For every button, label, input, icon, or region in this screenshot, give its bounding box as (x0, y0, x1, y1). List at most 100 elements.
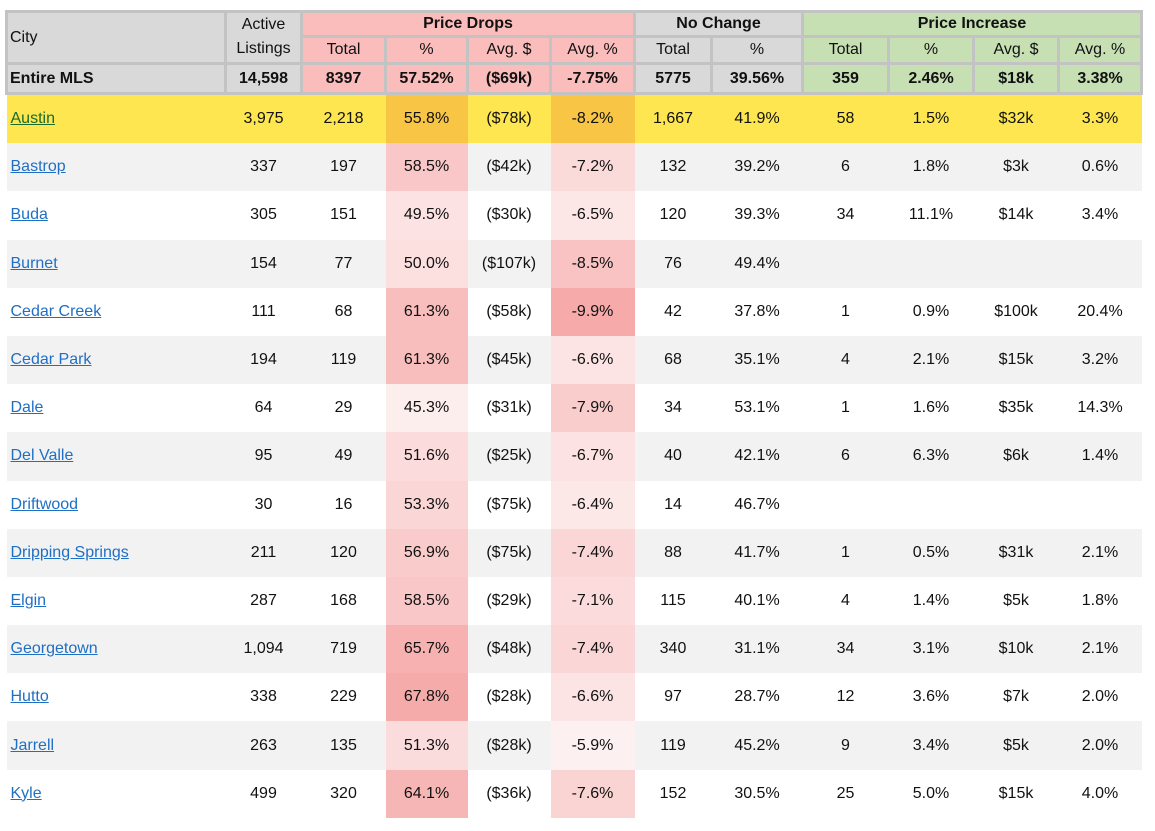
nc-total-cell: 34 (664, 399, 682, 417)
pd-total-cell: 29 (334, 399, 353, 417)
nc-pct-cell: 35.1% (734, 351, 780, 369)
city-link[interactable]: Jarrell (10, 736, 55, 754)
pd-total-cell: 2,218 (301, 92, 386, 144)
pi-pct-cell: 1.5% (888, 92, 974, 144)
city-link[interactable]: Driftwood (10, 495, 79, 513)
city-cell: Dale (7, 384, 226, 432)
pd-total-cell: 77 (334, 254, 353, 272)
pi-avg-pct-cell: 0.6% (1081, 158, 1119, 176)
pi-avg-pct-cell: 3.3% (1058, 92, 1142, 144)
city-link[interactable]: Cedar Park (10, 351, 92, 369)
pi-avg-dollar-cell (974, 481, 1059, 529)
active-listings-cell: 305 (250, 206, 277, 224)
nc-total-cell: 88 (664, 543, 682, 561)
pi-avg-pct-cell: 20.4% (1077, 302, 1123, 320)
city-link[interactable]: Buda (10, 206, 48, 224)
nc-total-cell: 120 (659, 206, 687, 224)
pi-avg-dollar-cell: $35k (998, 399, 1034, 417)
pd-pct-cell: 50.0% (385, 239, 468, 288)
active-header: Active (224, 10, 303, 37)
pd-avg-pct-cell: -6.7% (550, 432, 635, 481)
city-cell: Austin (6, 92, 226, 144)
nc-pct-cell: 39.3% (734, 206, 780, 224)
nc-total-cell: 42 (664, 302, 682, 320)
table-row: Jarrell 263 135 51.3% ($28k) -5.9% 119 45.2% 9 3.… (6, 721, 1142, 770)
pd-avg-dollar-header: Avg. $ (466, 35, 552, 65)
table-row: Dale 64 29 45.3% ($31k) -7.9% 34 53.1% 1 1.6% $35k… (7, 384, 1142, 433)
mls-pd-avg-pct: -7.75% (549, 62, 636, 95)
pi-avg-dollar-cell: $5k (1003, 591, 1029, 609)
pi-avg-dollar-cell: $15k (998, 784, 1034, 802)
pd-pct-cell: 53.3% (385, 480, 468, 529)
pd-total-cell: 151 (330, 206, 357, 224)
mls-city: Entire MLS (5, 62, 227, 95)
pi-pct-cell (889, 240, 974, 288)
city-link[interactable]: Austin (10, 110, 55, 128)
city-link[interactable]: Cedar Creek (10, 302, 102, 320)
pd-total-cell: 197 (330, 158, 357, 176)
price-change-table: City Active Price Drops No Change Price … (5, 10, 1143, 818)
pi-avg-pct-cell: 2.0% (1081, 688, 1119, 706)
pd-total-header: Total (300, 35, 387, 65)
pd-avg-pct-cell: -6.6% (550, 673, 635, 722)
pd-avg-dollar-cell: ($29k) (486, 591, 532, 609)
pi-pct-cell: 1.8% (912, 158, 950, 176)
pi-avg-pct-cell: 1.4% (1081, 447, 1119, 465)
pd-avg-pct-cell: -7.1% (550, 576, 635, 626)
nc-pct-cell: 40.1% (734, 591, 780, 609)
pd-avg-dollar-cell: ($42k) (486, 158, 532, 176)
active-listings-cell: 111 (251, 302, 276, 320)
mls-nc-pct: 39.56% (710, 62, 804, 95)
pd-total-cell: 135 (330, 736, 357, 754)
nc-pct-cell: 45.2% (734, 736, 780, 754)
pi-total-header: Total (801, 35, 890, 65)
pi-avg-pct-header: Avg. % (1057, 35, 1143, 65)
city-link[interactable]: Georgetown (10, 640, 98, 658)
city-cell: Buda (7, 191, 226, 239)
pi-pct-cell: 3.1% (912, 640, 950, 658)
pd-total-cell: 229 (330, 688, 357, 706)
nc-pct-cell: 46.7% (734, 495, 780, 513)
pi-avg-dollar-cell: $5k (1003, 736, 1029, 754)
pi-pct-cell: 3.4% (912, 736, 950, 754)
pi-total-cell: 6 (841, 447, 850, 465)
active-listings-cell: 338 (250, 688, 277, 706)
pd-avg-pct-cell: -7.4% (550, 528, 635, 577)
pi-avg-pct-cell: 2.1% (1081, 640, 1119, 658)
active-listings-cell: 499 (250, 784, 277, 802)
city-cell: Dripping Springs (7, 529, 226, 577)
pd-avg-dollar-cell: ($58k) (486, 302, 532, 320)
pd-avg-pct-cell: -9.9% (550, 287, 635, 336)
pd-avg-dollar-cell: ($45k) (486, 351, 532, 369)
pi-pct-cell: 1.6% (912, 399, 950, 417)
nc-pct-cell: 49.4% (734, 254, 780, 272)
city-cell: Burnet (7, 240, 226, 288)
city-link[interactable]: Elgin (10, 591, 47, 609)
city-link[interactable]: Kyle (10, 784, 42, 802)
active-listings-cell: 337 (250, 158, 277, 176)
city-link[interactable]: Dripping Springs (10, 543, 129, 561)
city-link[interactable]: Del Valle (10, 447, 74, 465)
pd-avg-pct-cell: -6.4% (550, 480, 635, 529)
pi-pct-cell: 2.1% (912, 351, 950, 369)
nc-pct-header: % (710, 35, 804, 65)
pd-avg-dollar-cell: ($48k) (486, 640, 532, 658)
pd-total-cell: 16 (334, 495, 353, 513)
city-link[interactable]: Bastrop (10, 158, 66, 176)
pd-pct-cell: 56.9% (385, 528, 468, 577)
city-link[interactable]: Burnet (10, 254, 58, 272)
pi-pct-header: % (887, 35, 975, 65)
pi-total-cell (803, 240, 889, 288)
city-link[interactable]: Dale (10, 399, 44, 417)
nc-pct-cell: 53.1% (734, 399, 780, 417)
pi-pct-cell (889, 481, 974, 529)
nc-total-header: Total (633, 35, 713, 65)
active-listings-cell: 194 (250, 351, 277, 369)
table-row: Burnet 154 77 50.0% ($107k) -8.5% 76 49.4% (6, 239, 1142, 288)
city-link[interactable]: Hutto (10, 688, 49, 706)
table-row: Hutto 338 229 67.8% ($28k) -6.6% 97 28.7% 12 3.6%… (7, 673, 1142, 722)
pi-avg-dollar-cell: $6k (1003, 447, 1029, 465)
pi-avg-pct-cell (1059, 240, 1142, 288)
pi-avg-dollar-cell: $32k (973, 92, 1059, 144)
pi-total-cell: 4 (841, 591, 850, 609)
